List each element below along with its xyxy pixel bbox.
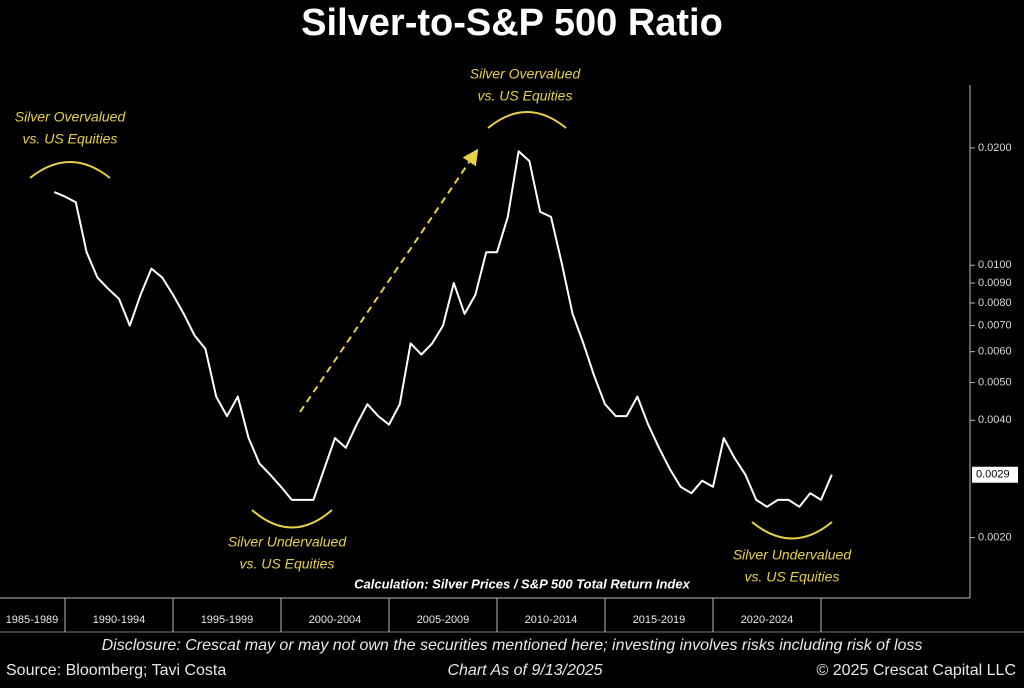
y-tick-label: 0.0040 <box>978 414 1012 426</box>
last-value-label: 0.0029 <box>976 469 1010 481</box>
annotation-arc <box>487 111 567 129</box>
annotation: vs. US Equities <box>23 131 118 147</box>
annotation-arc <box>29 161 111 179</box>
y-tick-label: 0.0100 <box>978 259 1012 271</box>
x-period-label: 1985-1989 <box>6 614 59 626</box>
trend-arrow <box>299 148 479 413</box>
disclosure: Disclosure: Crescat may or may not own t… <box>102 637 923 654</box>
y-tick-label: 0.0060 <box>978 346 1012 358</box>
copyright: © 2025 Crescat Capital LLC <box>817 662 1016 679</box>
last-value-box <box>972 466 1018 483</box>
y-tick-label: 0.0200 <box>978 142 1012 154</box>
x-period-label: 1990-1994 <box>93 614 146 626</box>
calculation-note: Calculation: Silver Prices / S&P 500 Tot… <box>354 576 690 591</box>
annotation: vs. US Equities <box>478 88 573 104</box>
ratio-line <box>53 150 833 508</box>
y-tick-label: 0.0020 <box>978 532 1012 544</box>
x-period-label: 1995-1999 <box>201 614 254 626</box>
x-period-label: 2005-2009 <box>417 614 470 626</box>
y-tick-label: 0.0070 <box>978 319 1012 331</box>
x-period-label: 2015-2019 <box>633 614 686 626</box>
annotation-arc <box>751 521 833 540</box>
x-period-label: 2010-2014 <box>525 614 578 626</box>
annotation: vs. US Equities <box>745 569 840 585</box>
annotation: Silver Undervalued <box>228 534 347 550</box>
y-tick-label: 0.0090 <box>978 277 1012 289</box>
x-period-label: 2000-2004 <box>309 614 362 626</box>
annotation: Silver Overvalued <box>470 66 582 82</box>
y-tick-label: 0.0050 <box>978 376 1012 388</box>
annotation: vs. US Equities <box>240 556 335 572</box>
annotation: Silver Overvalued <box>15 109 127 125</box>
y-tick-label: 0.0080 <box>978 297 1012 309</box>
annotation: Silver Undervalued <box>733 547 852 563</box>
x-period-label: 2020-2024 <box>741 614 794 626</box>
annotation-arc <box>251 509 333 529</box>
as-of: Chart As of 9/13/2025 <box>447 662 602 679</box>
source: Source: Bloomberg; Tavi Costa <box>6 662 226 679</box>
chart-title: Silver-to-S&P 500 Ratio <box>301 2 723 44</box>
